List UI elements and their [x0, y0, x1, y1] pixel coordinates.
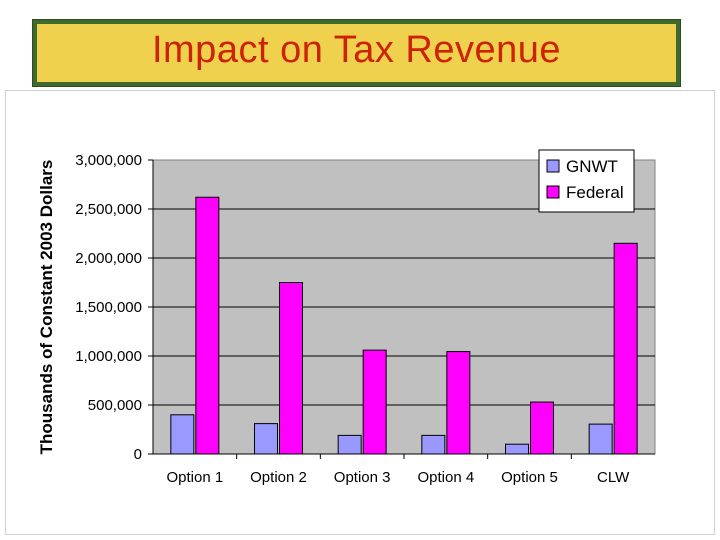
- bar-federal-option-4: [446, 351, 471, 455]
- title-banner: Impact on Tax Revenue: [33, 20, 680, 86]
- bar-gnwt-option-4: [421, 434, 446, 455]
- bar-gnwt-option-1: [170, 414, 195, 455]
- y-tick-label: 3,000,000: [75, 152, 142, 169]
- slide-title: Impact on Tax Revenue: [151, 28, 562, 71]
- y-tick-label: 1,000,000: [75, 348, 142, 365]
- legend-box: [538, 149, 635, 213]
- y-axis-title: Thousands of Constant 2003 Dollars: [37, 160, 56, 455]
- bar-federal-clw: [613, 242, 638, 455]
- y-tick-label: 1,500,000: [75, 299, 142, 316]
- y-tick-label: 0: [134, 446, 142, 463]
- legend-swatch-federal: [546, 185, 560, 199]
- bar-federal-option-1: [195, 196, 220, 455]
- legend-label-federal: Federal: [566, 183, 624, 202]
- bar-gnwt-option-3: [337, 434, 362, 455]
- legend-label-gnwt: GNWT: [566, 157, 618, 176]
- bar-federal-option-3: [362, 349, 387, 455]
- x-tick-label: Option 2: [250, 469, 307, 486]
- legend: GNWT Federal: [538, 149, 635, 213]
- x-tick-label: Option 5: [501, 469, 558, 486]
- legend-swatch-gnwt: [546, 159, 560, 173]
- bar-gnwt-option-5: [505, 443, 529, 455]
- x-tick-label: CLW: [597, 469, 630, 486]
- y-tick-label: 2,000,000: [75, 250, 142, 267]
- y-tick-label: 500,000: [88, 397, 142, 414]
- y-tick-label: 2,500,000: [75, 201, 142, 218]
- x-tick-label: Option 3: [334, 469, 391, 486]
- bar-federal-option-5: [530, 401, 554, 455]
- bar-gnwt-option-2: [254, 423, 278, 455]
- x-tick-label: Option 1: [166, 469, 223, 486]
- x-tick-label: Option 4: [417, 469, 474, 486]
- bar-federal-option-2: [279, 282, 303, 455]
- bar-gnwt-clw: [588, 423, 613, 455]
